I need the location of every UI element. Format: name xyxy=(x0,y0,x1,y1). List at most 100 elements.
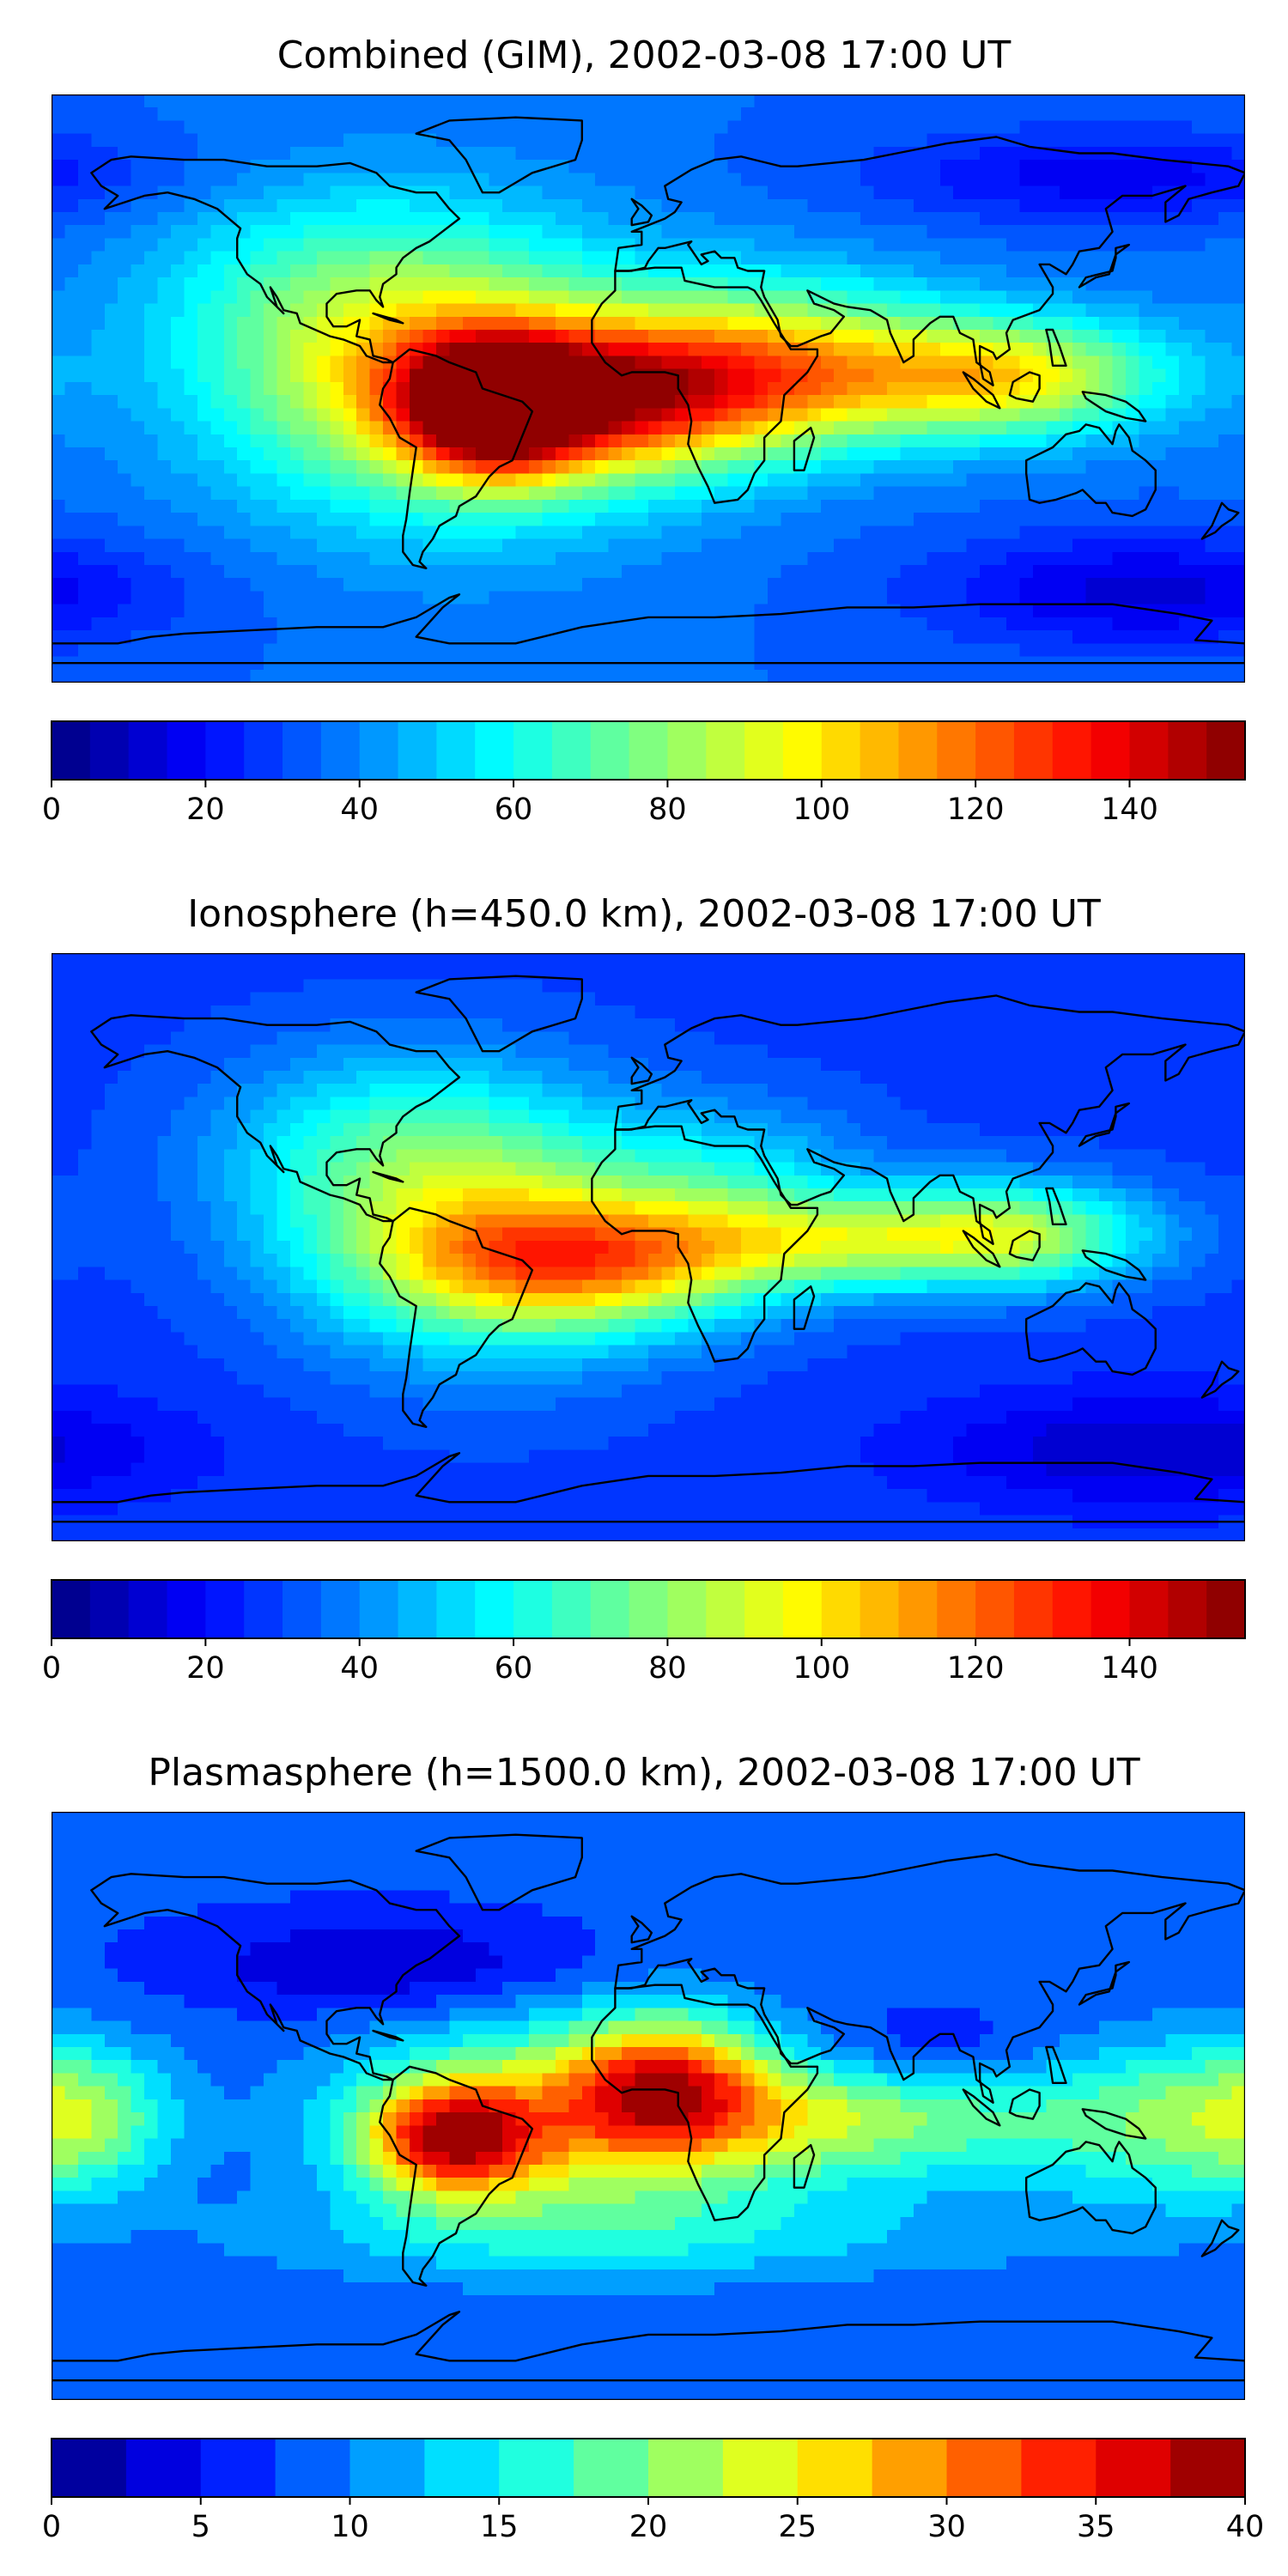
field-cell xyxy=(595,146,609,161)
field-cell xyxy=(1126,355,1139,369)
field-cell xyxy=(264,94,277,108)
field-cell xyxy=(52,238,65,252)
field-cell xyxy=(768,578,781,592)
field-cell xyxy=(1151,565,1166,579)
field-cell xyxy=(727,966,742,980)
field-cell xyxy=(754,526,769,539)
field-cell xyxy=(1059,107,1073,121)
field-cell xyxy=(768,979,781,993)
field-cell xyxy=(118,264,131,278)
field-cell xyxy=(781,107,795,121)
field-cell xyxy=(781,146,795,161)
field-cell xyxy=(887,290,901,304)
field-cell xyxy=(939,120,954,134)
field-cell xyxy=(184,551,198,566)
field-cell xyxy=(131,604,145,618)
field-cell xyxy=(568,434,582,448)
field-cell xyxy=(435,238,450,252)
field-cell xyxy=(396,146,410,161)
coastline xyxy=(374,313,404,323)
field-cell xyxy=(52,1031,65,1045)
field-cell xyxy=(595,565,609,579)
field-cell xyxy=(489,212,503,226)
field-cell xyxy=(515,604,530,618)
field-cell xyxy=(1112,643,1127,657)
field-cell xyxy=(131,381,145,396)
field-cell xyxy=(52,146,65,161)
field-cell xyxy=(77,355,92,369)
field-cell xyxy=(860,499,874,513)
field-cell xyxy=(476,1031,489,1045)
field-cell xyxy=(1192,1057,1206,1072)
field-cell xyxy=(834,992,848,1006)
field-cell xyxy=(343,173,357,186)
field-cell xyxy=(52,966,65,980)
field-cell xyxy=(793,526,808,539)
field-cell xyxy=(1178,953,1193,967)
field-cell xyxy=(793,225,808,239)
field-cell xyxy=(330,368,343,383)
field-cell xyxy=(847,160,861,173)
field-cell xyxy=(118,94,131,108)
field-cell xyxy=(330,343,343,356)
field-cell xyxy=(900,486,914,501)
field-cell xyxy=(410,146,423,161)
field-cell xyxy=(330,133,343,148)
field-cell xyxy=(290,395,304,409)
field-cell xyxy=(781,94,795,108)
field-cell xyxy=(781,251,795,265)
field-cell xyxy=(913,617,927,631)
field-cell xyxy=(104,381,118,396)
field-cell xyxy=(77,979,92,993)
field-cell xyxy=(1192,212,1206,226)
field-cell xyxy=(131,513,145,526)
field-cell xyxy=(542,979,556,993)
field-cell xyxy=(993,979,1007,993)
field-cell xyxy=(1019,408,1034,422)
field-cell xyxy=(993,643,1007,657)
field-cell xyxy=(529,617,543,631)
field-cell xyxy=(264,513,277,526)
field-cell xyxy=(581,238,596,252)
field-cell xyxy=(781,604,795,618)
field-cell xyxy=(1151,316,1166,331)
field-cell xyxy=(1085,979,1100,993)
field-cell xyxy=(104,979,118,993)
field-cell xyxy=(476,538,489,552)
field-cell xyxy=(250,617,264,631)
field-cell xyxy=(1006,966,1020,980)
field-cell xyxy=(860,355,874,369)
field-cell xyxy=(77,1071,92,1084)
field-cell xyxy=(250,565,264,579)
field-cell xyxy=(316,643,331,657)
field-cell xyxy=(927,979,940,993)
field-cell xyxy=(1006,225,1020,239)
field-cell xyxy=(184,1057,198,1072)
field-cell xyxy=(515,238,530,252)
field-cell xyxy=(754,368,769,383)
field-cell xyxy=(476,499,489,513)
field-cell xyxy=(966,565,981,579)
field-cell xyxy=(276,604,291,618)
field-cell xyxy=(449,133,463,148)
field-cell xyxy=(581,591,596,605)
field-cell xyxy=(52,160,65,173)
field-cell xyxy=(1072,133,1086,148)
field-cell xyxy=(369,238,384,252)
field-cell xyxy=(476,979,489,993)
field-cell xyxy=(887,447,901,461)
field-cell xyxy=(1205,264,1219,278)
field-cell xyxy=(422,160,437,173)
field-cell xyxy=(316,565,331,579)
field-cell xyxy=(1178,381,1193,396)
field-cell xyxy=(316,538,331,552)
field-cell xyxy=(52,173,65,186)
field-cell xyxy=(264,421,277,434)
field-cell xyxy=(860,447,874,461)
field-cell xyxy=(396,953,410,967)
field-cell xyxy=(608,1018,623,1032)
field-cell xyxy=(210,198,224,213)
field-cell xyxy=(1231,212,1245,226)
field-cell xyxy=(913,395,927,409)
field-cell xyxy=(1165,473,1179,487)
